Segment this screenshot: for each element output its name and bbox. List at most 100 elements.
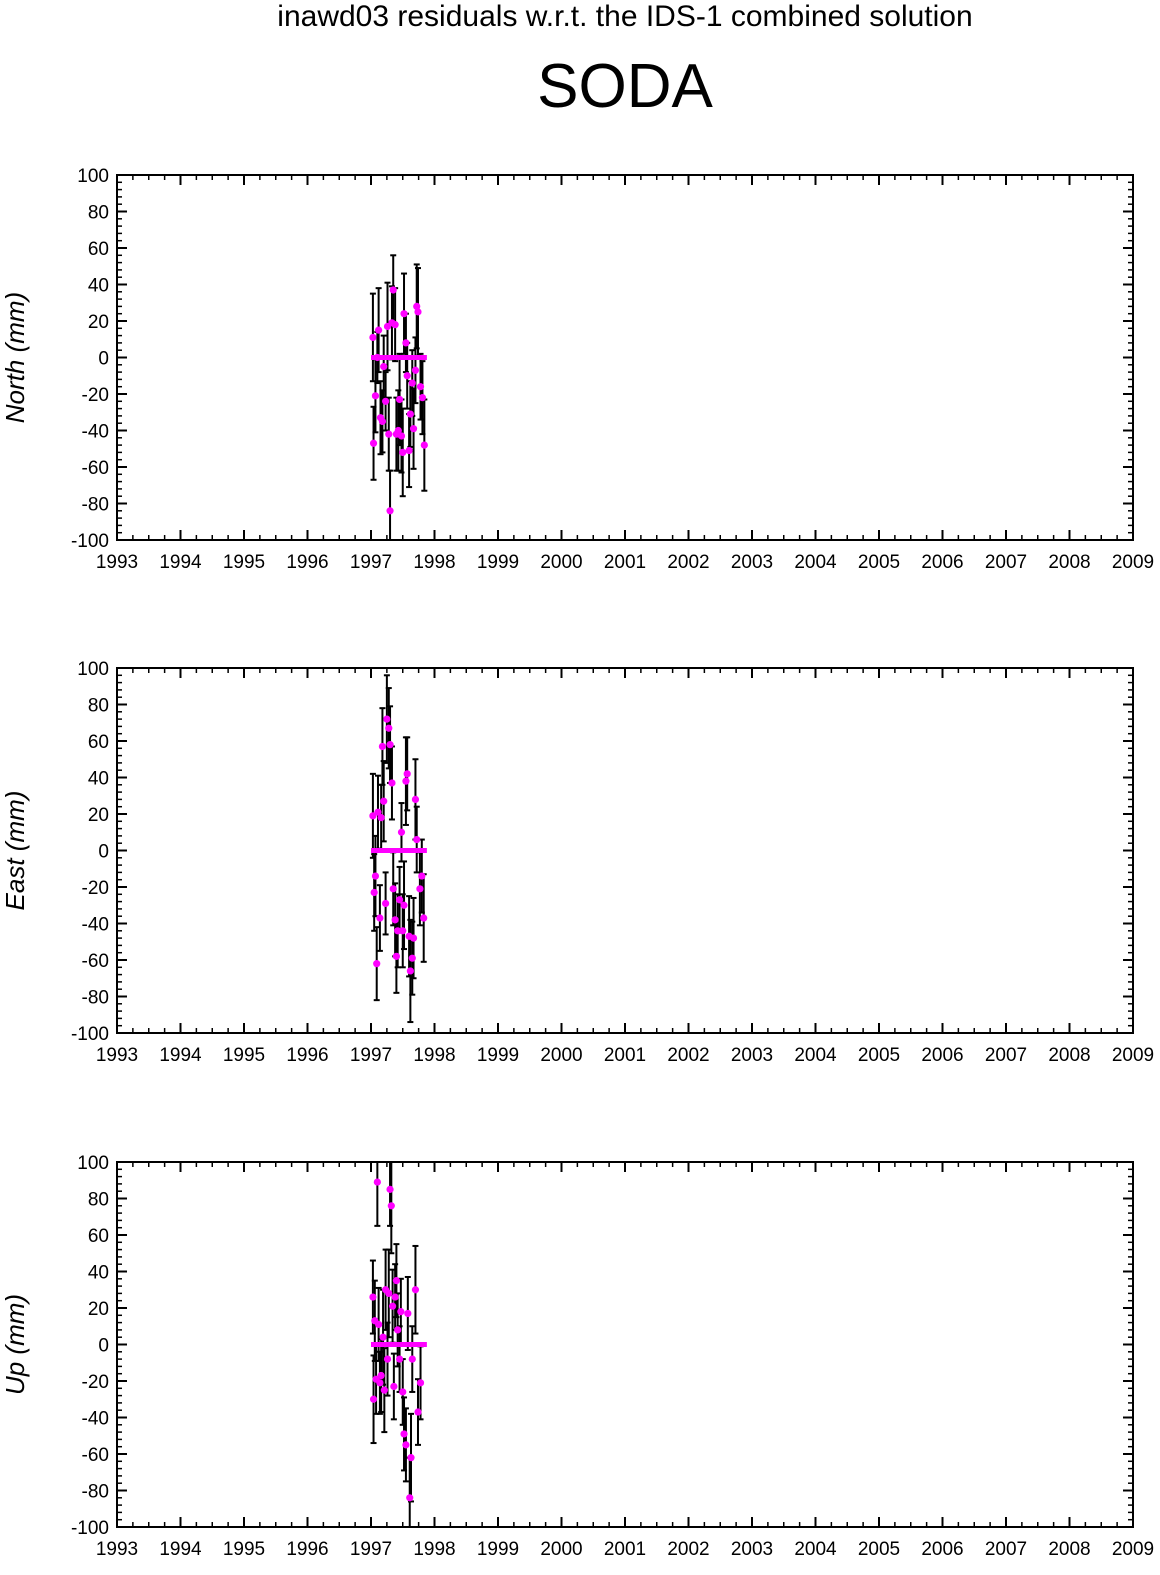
x-tick-label: 2008 [1048,1045,1090,1066]
y-tick-label: 40 [88,1263,109,1284]
data-layer [369,254,428,540]
x-tick-label: 1998 [413,552,455,573]
y-tick-label: 20 [88,805,109,826]
data-point [400,1430,408,1438]
x-tick-label: 2001 [604,1539,646,1560]
x-tick-label: 1997 [350,1045,392,1066]
x-tick-label: 2003 [731,552,773,573]
x-tick-label: 2001 [604,552,646,573]
x-tick-label: 2004 [794,552,837,573]
data-point [408,954,416,962]
data-point [386,1185,394,1193]
y-tick-label: -60 [82,1445,109,1466]
data-point [378,417,387,425]
x-tick-label: 2009 [1112,1045,1154,1066]
data-point [400,901,408,909]
data-point [373,1178,381,1186]
data-point [370,888,378,897]
plot-frame [116,667,1134,1034]
panel-1: 1993 1994 1995 1996 1997 1998 1999 2000 2001 2002… [0,659,1154,1066]
data-point [404,1309,412,1318]
y-tick-label: 80 [88,696,109,717]
data-point [380,1386,388,1394]
data-point [386,741,394,749]
data-point [383,715,391,723]
y-tick-label: 100 [77,166,109,187]
panel-0: 1993 1994 1995 1996 1997 1998 1999 2000 2001 2002… [0,166,1154,573]
y-axis-label: North (mm) [0,292,30,423]
x-tick-label: 2005 [858,1539,900,1560]
data-point [389,286,397,294]
data-point [369,439,378,447]
data-point [382,899,390,908]
figure-supertitle: inawd03 residuals w.r.t. the IDS-1 combi… [277,0,973,33]
x-tick-label: 1996 [286,1045,328,1066]
y-tick-label: 20 [88,1299,109,1320]
data-point [375,1320,383,1329]
data-point [418,872,426,880]
x-tick-label: 2007 [985,1539,1027,1560]
y-tick-label: 80 [88,1190,109,1211]
x-tick-label: 1995 [223,1045,265,1066]
x-tick-label: 1993 [96,1045,138,1066]
data-point [394,426,402,435]
y-tick-label: 60 [88,1226,109,1247]
data-point [390,1382,398,1391]
data-point [411,795,420,804]
data-point [413,302,421,310]
data-point [408,1355,416,1363]
x-tick-label: 2007 [985,1045,1027,1066]
data-point [403,372,411,380]
y-tick-label: 40 [88,276,109,297]
x-tick-label: 1994 [159,1539,202,1560]
x-tick-label: 2006 [921,1045,963,1066]
y-tick-label: -100 [71,1518,109,1539]
x-tick-label: 2004 [794,1045,837,1066]
data-point [392,952,400,960]
data-point [416,1379,425,1387]
data-point [387,1202,395,1210]
y-tick-label: -100 [71,1024,109,1045]
data-point [388,779,396,787]
y-tick-label: -20 [82,878,109,899]
x-tick-label: 1998 [413,1539,455,1560]
data-point [373,960,381,968]
x-tick-label: 2008 [1048,552,1090,573]
y-tick-label: -80 [82,495,109,516]
data-point [392,1277,400,1285]
x-tick-label: 1995 [223,1539,265,1560]
x-tick-label: 2003 [731,1045,773,1066]
x-tick-label: 1999 [477,552,519,573]
x-tick-label: 2001 [604,1045,646,1066]
data-point [406,1494,414,1502]
data-point [369,812,377,820]
data-point [402,777,410,785]
data-point [416,383,425,391]
y-tick-label: -20 [82,1372,109,1393]
y-tick-label: 0 [98,842,109,863]
x-tick-label: 2002 [667,552,709,573]
x-tick-label: 2006 [921,1539,963,1560]
data-point [371,392,380,400]
y-tick-label: -80 [82,1482,109,1503]
x-tick-label: 2000 [540,1539,582,1560]
data-point [406,410,414,418]
y-tick-label: -40 [82,422,109,443]
data-point [395,896,404,904]
data-point [386,507,394,515]
y-tick-label: 20 [88,312,109,333]
data-point [400,310,408,318]
data-point [377,1371,385,1380]
data-point [402,1441,410,1449]
data-point [388,1302,397,1310]
data-point [373,353,381,362]
data-point [385,430,393,438]
data-point [374,808,382,816]
data-point [411,366,420,374]
y-axis-label: East (mm) [0,791,30,911]
data-point [376,914,384,922]
x-tick-label: 2000 [540,1045,582,1066]
x-tick-label: 2005 [858,552,900,573]
x-tick-label: 2005 [858,1045,900,1066]
